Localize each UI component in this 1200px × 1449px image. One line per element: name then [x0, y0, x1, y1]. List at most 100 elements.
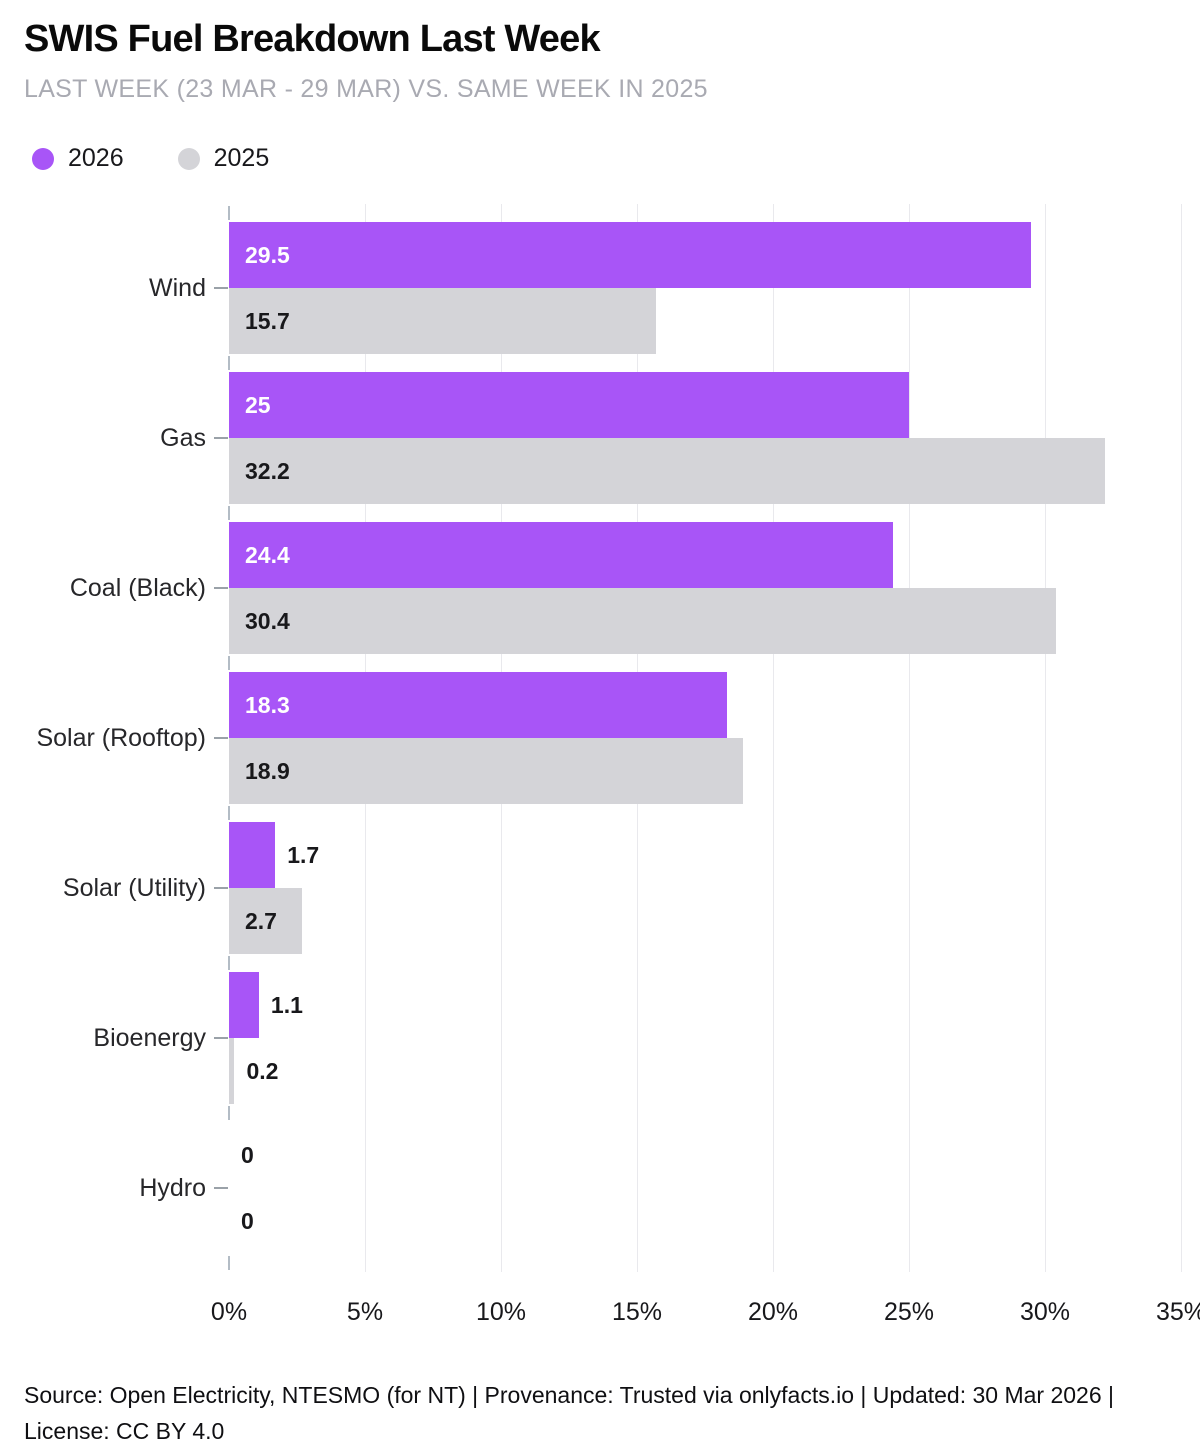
bar-group-bioenergy: Bioenergy 1.1 0.2: [0, 954, 1200, 1104]
bar-2025: 18.9: [229, 738, 744, 804]
bar-value-label: 1.7: [287, 841, 320, 868]
bar-2025: 2.7: [229, 888, 303, 954]
bar-value-label: 15.7: [245, 307, 290, 334]
x-tick-label: 0%: [210, 1298, 248, 1326]
bar-value-label: 25: [245, 391, 271, 418]
bar-row-2026: 18.3: [229, 672, 1181, 738]
gridline: [1045, 204, 1046, 1272]
y-axis-tick: [228, 356, 230, 370]
y-axis-tick: [228, 1256, 230, 1270]
bar-value-label: 18.9: [245, 757, 290, 784]
gridline: [1181, 204, 1182, 1272]
category-tick-dash: [214, 287, 228, 289]
category-cell: Wind: [0, 222, 229, 354]
bar-group-coal-black: Coal (Black) 24.4 30.4: [0, 504, 1200, 654]
category-tick-dash: [214, 887, 228, 889]
bar-2026: [229, 972, 259, 1038]
bar-value-label: 0: [241, 1207, 254, 1234]
category-cell: Bioenergy: [0, 972, 229, 1104]
y-axis-tick: [228, 656, 230, 670]
category-tick-dash: [214, 1037, 228, 1039]
bar-pair: 1.7 2.7: [229, 822, 1181, 954]
category-cell: Coal (Black): [0, 522, 229, 654]
y-axis-tick: [228, 1106, 230, 1120]
bar-value-label: 29.5: [245, 241, 290, 268]
chart-subtitle: LAST WEEK (23 MAR - 29 MAR) VS. SAME WEE…: [24, 75, 708, 103]
category-tick-dash: [214, 737, 228, 739]
x-tick-label: 25%: [883, 1298, 935, 1326]
bar-group-gas: Gas 25 32.2: [0, 354, 1200, 504]
x-tick-label: 5%: [346, 1298, 384, 1326]
plot-area: Wind 29.5 15.7 Gas 25 32.2 Coal (Black) 24.4 30.…: [0, 204, 1200, 1272]
legend-item-2025: 2025: [177, 144, 270, 173]
category-tick-dash: [214, 587, 228, 589]
legend-item-2026: 2026: [32, 144, 124, 173]
bar-row-2026: 0: [229, 1122, 1181, 1188]
category-label: Wind: [149, 273, 206, 302]
bar-value-label: 1.1: [270, 991, 303, 1018]
bar-pair: 18.3 18.9: [229, 672, 1181, 804]
bar-pair: 1.1 0.2: [229, 972, 1181, 1104]
bar-2025: 32.2: [229, 438, 1105, 504]
bar-2026: 29.5: [229, 222, 1032, 288]
x-tick-label: 20%: [747, 1298, 799, 1326]
category-tick-dash: [214, 1187, 228, 1189]
x-tick-label: 10%: [475, 1298, 527, 1326]
bar-2025: [229, 1038, 235, 1104]
legend: 2026 2025: [32, 144, 1176, 173]
category-label: Solar (Utility): [62, 873, 206, 902]
bar-row-2026: 1.1: [229, 972, 1181, 1038]
category-tick-dash: [214, 437, 228, 439]
bar-row-2025: 0: [229, 1188, 1181, 1254]
bar-row-2026: 1.7: [229, 822, 1181, 888]
bar-row-2025: 15.7: [229, 288, 1181, 354]
category-label: Coal (Black): [69, 573, 206, 602]
legend-dot-icon: [32, 147, 54, 170]
bar-value-label: 0: [241, 1141, 254, 1168]
bar-pair: 25 32.2: [229, 372, 1181, 504]
y-axis-tick: [228, 806, 230, 820]
x-axis: 0% 5% 10% 15% 20% 25% 30% 35%: [0, 1290, 1200, 1350]
bar-group-hydro: Hydro 0 0: [0, 1104, 1200, 1254]
bar-value-label: 32.2: [245, 457, 290, 484]
bar-group-solar-utility: Solar (Utility) 1.7 2.7: [0, 804, 1200, 954]
bar-2025: 30.4: [229, 588, 1056, 654]
category-cell: Hydro: [0, 1122, 229, 1254]
bar-row-2025: 0.2: [229, 1038, 1181, 1104]
gridline: [909, 204, 910, 1272]
bar-value-label: 2.7: [245, 907, 277, 934]
bar-group-solar-rooftop: Solar (Rooftop) 18.3 18.9: [0, 654, 1200, 804]
bar-value-label: 0.2: [246, 1057, 279, 1084]
category-cell: Gas: [0, 372, 229, 504]
x-tick-label: 15%: [611, 1298, 663, 1326]
chart-title: SWIS Fuel Breakdown Last Week: [24, 18, 601, 60]
bar-row-2025: 32.2: [229, 438, 1181, 504]
bar-value-label: 18.3: [245, 691, 290, 718]
bar-row-2026: 29.5: [229, 222, 1181, 288]
bar-group-wind: Wind 29.5 15.7: [0, 204, 1200, 354]
bar-2026: 25: [229, 372, 909, 438]
bar-row-2025: 2.7: [229, 888, 1181, 954]
legend-item-label: 2026: [68, 144, 124, 172]
y-axis-tick: [228, 506, 230, 520]
legend-dot-icon: [177, 147, 200, 170]
bar-row-2026: 24.4: [229, 522, 1181, 588]
bar-2026: 18.3: [229, 672, 727, 738]
gridline: [773, 204, 774, 1272]
bar-row-2025: 18.9: [229, 738, 1181, 804]
y-axis-tick: [228, 206, 230, 220]
category-cell: Solar (Rooftop): [0, 672, 229, 804]
x-tick-label: 35%: [1155, 1298, 1200, 1326]
y-axis-tick: [228, 956, 230, 970]
bar-pair: 29.5 15.7: [229, 222, 1181, 354]
legend-item-label: 2025: [213, 144, 270, 172]
bar-2026: 24.4: [229, 522, 893, 588]
category-cell: Solar (Utility): [0, 822, 229, 954]
category-label: Solar (Rooftop): [36, 723, 206, 752]
category-label: Bioenergy: [93, 1023, 206, 1052]
bar-pair: 24.4 30.4: [229, 522, 1181, 654]
bar-value-label: 24.4: [245, 541, 290, 568]
bar-row-2025: 30.4: [229, 588, 1181, 654]
